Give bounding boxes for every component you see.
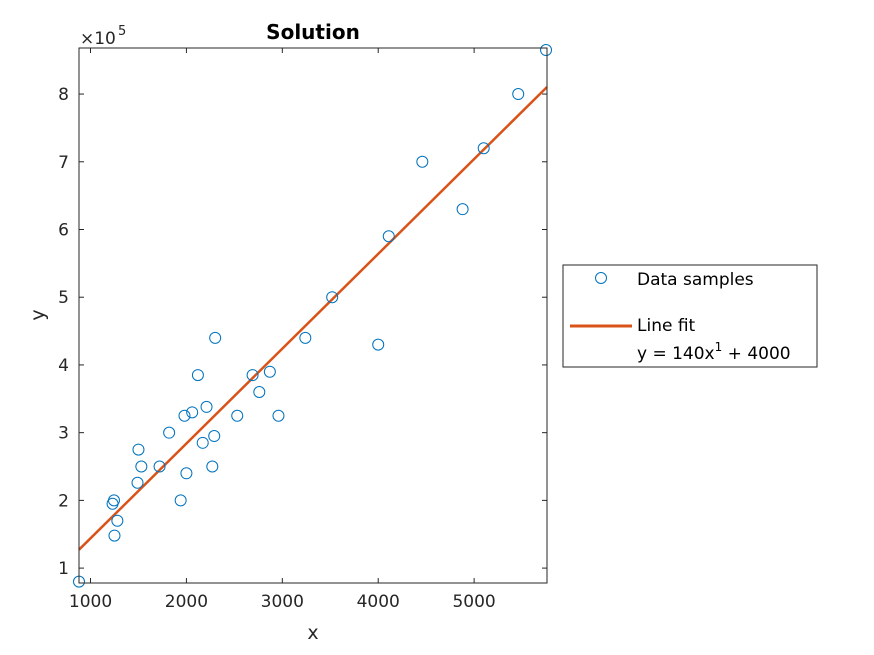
data-point bbox=[416, 155, 429, 168]
y-tick-label: 3 bbox=[58, 424, 69, 444]
y-tick-label: 1 bbox=[58, 559, 69, 579]
data-point bbox=[209, 331, 222, 344]
data-point bbox=[135, 460, 148, 473]
data-point bbox=[200, 400, 213, 413]
data-point bbox=[372, 338, 385, 351]
data-point bbox=[299, 331, 312, 344]
data-point bbox=[174, 494, 187, 507]
data-point bbox=[477, 142, 490, 155]
legend-equation: y = 140x1 + 4000 bbox=[637, 340, 791, 364]
x-tick-label: 2000 bbox=[165, 592, 208, 612]
fit-line bbox=[78, 86, 548, 551]
y-axis-exponent: ×10 5 bbox=[80, 24, 126, 49]
x-tick-label: 5000 bbox=[452, 592, 495, 612]
points-layer bbox=[73, 44, 553, 588]
data-point bbox=[108, 529, 121, 542]
chart-title: Solution bbox=[266, 20, 360, 44]
plot-area bbox=[79, 48, 547, 583]
data-point bbox=[272, 409, 285, 422]
equation-base: y = 140x bbox=[637, 344, 715, 364]
data-point bbox=[231, 409, 244, 422]
x-tick-label: 4000 bbox=[357, 592, 400, 612]
data-point bbox=[246, 369, 259, 382]
legend-label-data-samples: Data samples bbox=[637, 270, 754, 290]
data-point bbox=[178, 409, 191, 422]
y-axis-exponent-value: 5 bbox=[118, 24, 126, 39]
data-point bbox=[208, 430, 221, 443]
data-point bbox=[263, 365, 276, 378]
data-point bbox=[512, 88, 525, 101]
legend-label-line-fit: Line fit bbox=[637, 316, 696, 336]
y-tick-label: 6 bbox=[58, 220, 69, 240]
data-point bbox=[196, 436, 209, 449]
data-point bbox=[456, 203, 469, 216]
data-point bbox=[206, 460, 219, 473]
x-axis-label: x bbox=[307, 622, 318, 644]
data-point bbox=[326, 291, 339, 304]
data-point bbox=[253, 386, 266, 399]
legend: Data samples Line fit y = 140x1 + 4000 bbox=[562, 264, 818, 368]
y-tick-label: 8 bbox=[58, 85, 69, 105]
x-tick-label: 1000 bbox=[69, 592, 112, 612]
y-tick-label: 2 bbox=[58, 491, 69, 511]
data-point bbox=[180, 467, 193, 480]
data-point bbox=[191, 369, 204, 382]
data-point bbox=[111, 514, 124, 527]
plot-frame bbox=[78, 47, 548, 584]
data-point bbox=[153, 460, 166, 473]
legend-marker-data-samples bbox=[595, 272, 607, 284]
y-axis-ticks: 1 2 3 4 5 6 7 8 bbox=[58, 85, 547, 579]
data-point bbox=[163, 426, 176, 439]
y-tick-label: 5 bbox=[58, 288, 69, 308]
x-axis-ticks: 1000 2000 3000 4000 5000 bbox=[69, 48, 496, 612]
data-point bbox=[186, 406, 199, 419]
data-point bbox=[540, 44, 553, 57]
x-tick-label: 3000 bbox=[261, 592, 304, 612]
y-axis-multiplier: ×10 bbox=[80, 29, 116, 49]
y-tick-label: 7 bbox=[58, 153, 69, 173]
equation-tail: + 4000 bbox=[722, 344, 790, 364]
data-point bbox=[132, 443, 145, 456]
y-tick-label: 4 bbox=[58, 356, 69, 376]
equation-exponent: 1 bbox=[715, 340, 723, 354]
data-point bbox=[382, 230, 395, 243]
y-axis-label: y bbox=[27, 309, 49, 320]
data-point bbox=[131, 476, 144, 489]
fit-layer bbox=[78, 86, 548, 551]
data-point bbox=[108, 494, 121, 507]
